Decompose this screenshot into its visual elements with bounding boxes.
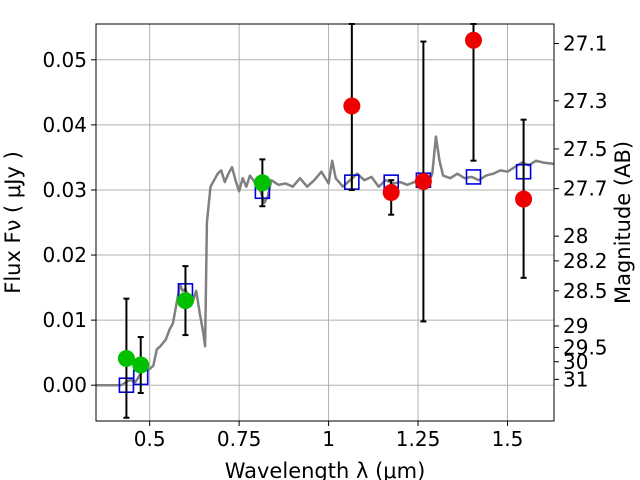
y2-tick-label: 28.5 (563, 279, 608, 303)
y2-tick-label: 27.3 (563, 89, 608, 113)
nondetection-flux-point (515, 190, 533, 208)
y-tick-label: 0.03 (42, 178, 87, 202)
detected-flux-point (117, 350, 135, 368)
y2-tick-label: 29 (563, 314, 588, 338)
detected-flux-point (132, 356, 150, 374)
y2-tick-label: 31 (563, 367, 588, 391)
axis-ticks: 0.5 0.75 1 1.25 1.5 0.00 0.01 0.02 0.03 0.04 0.05 2… (42, 32, 607, 451)
y2-axis-label: Magnitude (AB) (611, 141, 635, 304)
y2-tick-label: 29.5 (563, 335, 608, 359)
grid (96, 24, 554, 421)
synthetic-photometry-square (465, 169, 482, 185)
x-axis-label: Wavelength λ (μm) (225, 459, 426, 480)
detected-flux-point (253, 174, 271, 192)
x-tick-label: 1 (322, 427, 335, 451)
y-tick-label: 0.00 (42, 373, 87, 397)
x-tick-label: 0.5 (134, 427, 166, 451)
x-tick-label: 1.5 (492, 427, 524, 451)
nondetection-flux-point (464, 31, 482, 49)
x-tick-label: 0.75 (217, 427, 262, 451)
y2-tick-label: 28 (563, 224, 588, 248)
y2-tick-label: 30 (563, 350, 588, 374)
x-tick-label: 1.25 (396, 427, 441, 451)
y-tick-label: 0.02 (42, 243, 87, 267)
y2-tick-label: 27.5 (563, 137, 608, 161)
y-tick-label: 0.04 (42, 113, 87, 137)
y-tick-label: 0.05 (42, 48, 87, 72)
nondetection-flux-point (414, 172, 432, 190)
plot-frame (95, 23, 555, 422)
plot-data (96, 23, 555, 419)
y2-tick-label: 27.1 (563, 32, 608, 56)
y-axis-label: Flux Fν ( μJy ) (1, 151, 25, 294)
y2-tick-label: 27.7 (563, 177, 608, 201)
detected-flux-point (176, 292, 194, 310)
y-tick-label: 0.01 (42, 308, 87, 332)
model-spectrum-line (96, 135, 555, 387)
nondetection-flux-point (382, 184, 400, 202)
y2-tick-label: 28.2 (563, 249, 608, 273)
nondetection-flux-point (343, 97, 361, 115)
